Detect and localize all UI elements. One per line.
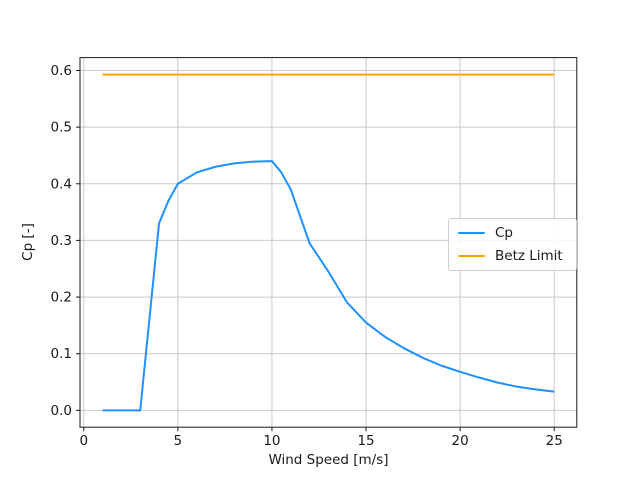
legend-label-cp: Cp <box>495 225 513 241</box>
y-tick-label: 0.0 <box>51 403 72 419</box>
y-tick-label: 0.1 <box>51 346 72 362</box>
legend-item-cp: Cp <box>458 225 567 241</box>
y-tick-label: 0.4 <box>51 176 72 192</box>
betz-limit-line-swatch <box>458 254 485 258</box>
x-tick-label: 15 <box>357 433 374 449</box>
cp-line <box>102 160 555 412</box>
axes-spines <box>79 57 578 428</box>
x-tick-label: 10 <box>263 433 280 449</box>
x-axis-label: Wind Speed [m/s] <box>268 452 389 468</box>
legend-item-betz-limit: Betz Limit <box>458 248 567 264</box>
legend-label-betz-limit: Betz Limit <box>495 248 563 264</box>
y-tick-label: 0.3 <box>51 233 72 249</box>
y-tick-label: 0.5 <box>51 120 72 136</box>
cp-line-swatch <box>458 231 485 235</box>
x-tick-label: 0 <box>79 433 88 449</box>
y-tick-label: 0.2 <box>51 290 72 306</box>
x-tick-label: 25 <box>546 433 563 449</box>
x-tick-label: 5 <box>174 433 183 449</box>
y-axis-label: Cp [-] <box>20 223 36 261</box>
legend: Cp Betz Limit <box>448 218 577 271</box>
x-tick-label: 20 <box>452 433 469 449</box>
y-tick-label: 0.6 <box>51 63 72 79</box>
